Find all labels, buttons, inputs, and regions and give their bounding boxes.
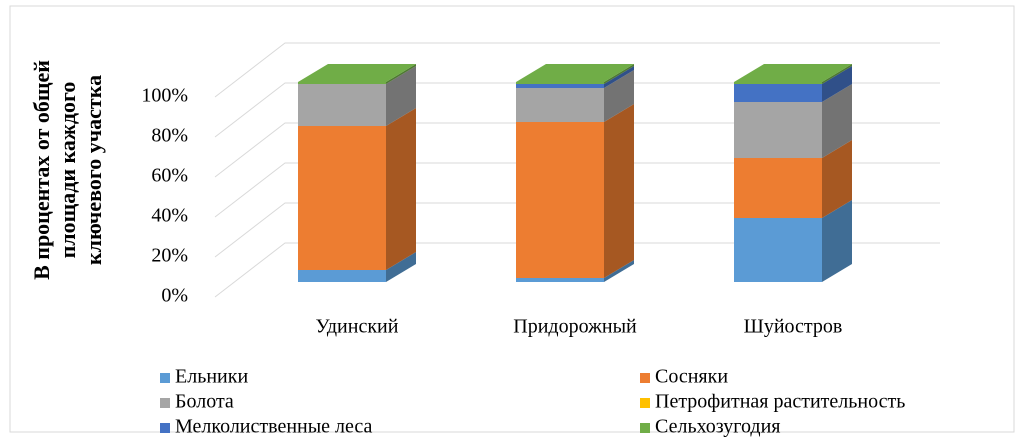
bar-segment [298,270,386,282]
y-tick-label: 80% [151,125,188,147]
x-tick-label: Удинский [316,316,399,338]
bar-top [516,64,634,82]
legend-marker [160,373,170,383]
bar-segment [734,218,822,282]
y-axis-title: В процентах от общейплощади каждогоключе… [29,60,106,280]
bar-side [386,66,416,126]
bar-side [604,104,634,278]
y-tick-label: 0% [161,285,188,307]
x-tick-label: Придорожный [513,316,637,338]
bar-segment [298,126,386,270]
bar-side [822,66,852,102]
bar-segment [298,84,386,126]
legend-label: Петрофитная растительность [655,391,905,413]
bar-segment [298,82,386,84]
bar-side [822,84,852,158]
legend-label: Болота [175,391,234,413]
bar-side [604,64,634,84]
legend-marker [160,423,170,433]
bar-top [734,64,852,82]
bar-segment [734,102,822,158]
legend-label: Сосняки [655,366,728,388]
bar-side [386,64,416,84]
bar-side [604,70,634,122]
legend-label: Сельхозугодия [655,416,781,438]
y-tick-label: 100% [141,85,188,107]
bar-segment [516,88,604,122]
legend-marker [640,423,650,433]
legend-label: Мелколиственные леса [175,416,373,438]
bar-side [822,200,852,282]
y-tick-label: 20% [151,245,188,267]
y-tick-label: 60% [151,165,188,187]
bar-top [298,64,416,82]
x-tick-label: Шуйостров [744,316,843,338]
bar-segment [516,84,604,88]
bar-side [386,108,416,270]
grid-line [214,122,940,178]
bar-segment [516,278,604,282]
bar-segment [734,82,822,84]
y-tick-label: 40% [151,205,188,227]
bar-segment [516,122,604,278]
bar-side [386,252,416,282]
grid-line [214,82,940,138]
grid-line [214,42,940,98]
bar-segment [734,84,822,102]
bar-side [604,66,634,88]
legend-marker [640,373,650,383]
legend-marker [160,398,170,408]
bar-segment [516,82,604,84]
bar-segment [734,158,822,218]
legend-marker [640,398,650,408]
grid-line [214,202,940,258]
grid-line [214,162,940,218]
bar-side [604,260,634,282]
bar-side [822,64,852,84]
grid-line [214,242,940,298]
bar-side [822,140,852,218]
legend-label: Ельники [175,366,248,388]
